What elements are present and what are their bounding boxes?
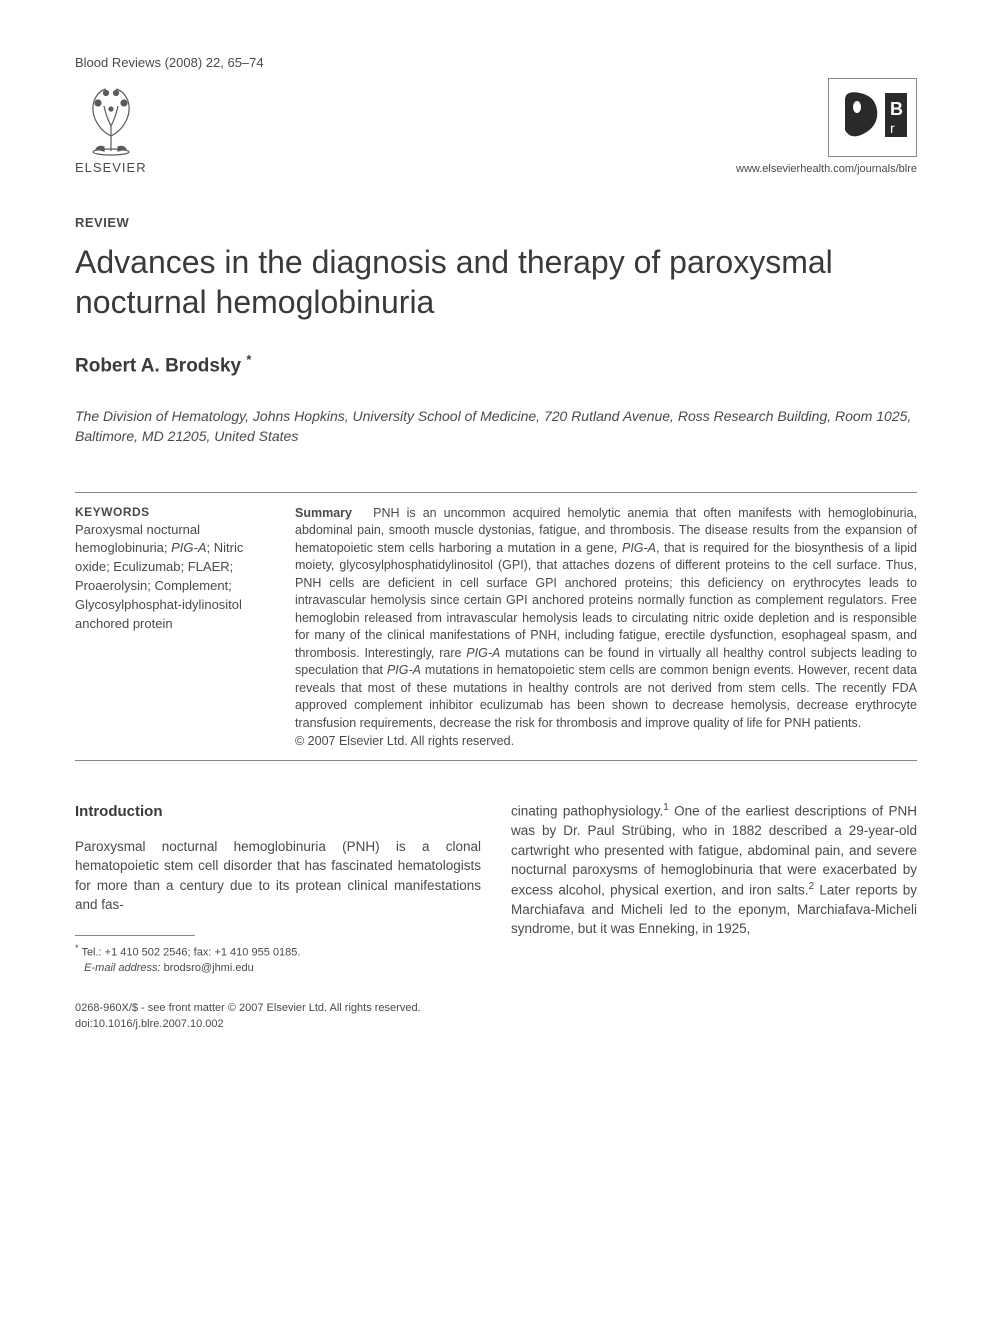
summary-text: Summary PNH is an uncommon acquired hemo… xyxy=(295,505,917,733)
journal-logo: B r xyxy=(828,78,917,157)
author-text: Robert A. Brodsky xyxy=(75,355,241,376)
svg-text:r: r xyxy=(890,120,895,136)
introduction-heading: Introduction xyxy=(75,801,481,823)
article-title: Advances in the diagnosis and therapy of… xyxy=(75,242,917,322)
publisher-name: ELSEVIER xyxy=(75,160,147,175)
elsevier-tree-icon xyxy=(76,81,146,156)
footnote-separator xyxy=(75,935,195,936)
summary-column: Summary PNH is an uncommon acquired hemo… xyxy=(295,505,917,749)
summary-p2: , that is required for the biosynthesis … xyxy=(295,541,917,660)
doi-line: doi:10.1016/j.blre.2007.10.002 xyxy=(75,1018,224,1030)
footnote-marker: * xyxy=(75,943,79,953)
front-matter: 0268-960X/$ - see front matter © 2007 El… xyxy=(75,1001,917,1032)
front-matter-line1: 0268-960X/$ - see front matter © 2007 El… xyxy=(75,1002,421,1014)
author-name: Robert A. Brodsky * xyxy=(75,352,917,377)
svg-text:B: B xyxy=(890,99,903,119)
journal-url[interactable]: www.elsevierhealth.com/journals/blre xyxy=(736,163,917,175)
email-label: E-mail address: xyxy=(84,962,160,974)
intro-paragraph-right: cinating pathophysiology.1 One of the ea… xyxy=(511,801,917,939)
summary-label: Summary xyxy=(295,506,352,520)
col2-p1: cinating pathophysiology. xyxy=(511,804,663,819)
keywords-column: KEYWORDS Paroxysmal nocturnal hemoglobin… xyxy=(75,505,275,749)
body-column-left: Introduction Paroxysmal nocturnal hemogl… xyxy=(75,801,481,976)
body-column-right: cinating pathophysiology.1 One of the ea… xyxy=(511,801,917,976)
author-marker: * xyxy=(246,352,251,367)
keywords-heading: KEYWORDS xyxy=(75,505,275,519)
intro-paragraph-left: Paroxysmal nocturnal hemoglobinuria (PNH… xyxy=(75,837,481,915)
author-email-link[interactable]: brodsro@jhmi.edu xyxy=(164,962,254,974)
summary-i1: PIG-A xyxy=(622,541,656,555)
corresponding-footnote: * Tel.: +1 410 502 2546; fax: +1 410 955… xyxy=(75,942,481,976)
summary-i3: PIG-A xyxy=(387,663,421,677)
journal-reference: Blood Reviews (2008) 22, 65–74 xyxy=(75,55,264,70)
summary-copyright: © 2007 Elsevier Ltd. All rights reserved… xyxy=(295,734,917,748)
footnote-contact: Tel.: +1 410 502 2546; fax: +1 410 955 0… xyxy=(81,947,300,959)
section-label: REVIEW xyxy=(75,215,917,230)
publisher-logo: ELSEVIER xyxy=(75,81,147,175)
summary-i2: PIG-A xyxy=(466,646,500,660)
keywords-text: Paroxysmal nocturnal hemoglobinuria; PIG… xyxy=(75,521,275,634)
author-affiliation: The Division of Hematology, Johns Hopkin… xyxy=(75,407,917,446)
